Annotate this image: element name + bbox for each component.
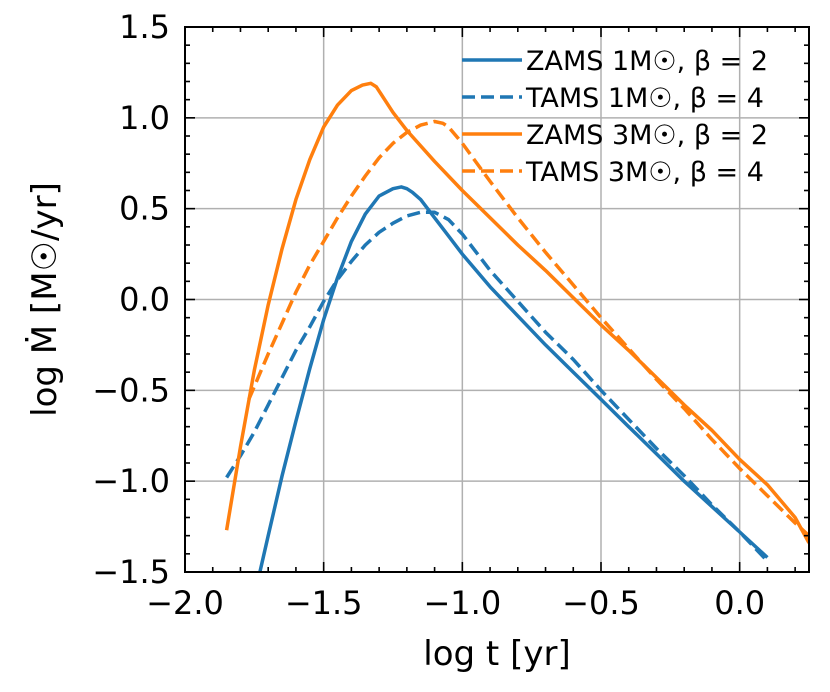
series-line <box>225 210 769 563</box>
x-tick-label: −1.0 <box>423 584 501 622</box>
y-tick-label: 1.5 <box>119 8 170 46</box>
series-lines <box>224 81 809 572</box>
series-line <box>247 119 809 537</box>
x-tick-label: −1.5 <box>285 584 363 622</box>
x-axis-label: log t [yr] <box>423 634 570 674</box>
y-tick-label: 0.0 <box>119 281 170 319</box>
legend: ZAMS 1M☉, β = 2 TAMS 1M☉, β = 4 ZAMS 3M☉, … <box>462 46 768 188</box>
x-tick-label: −2.0 <box>146 584 224 622</box>
plot-frame <box>184 26 810 573</box>
legend-label: TAMS 3M☉, β = 4 <box>525 157 764 188</box>
y-tick-labels: −1.5 −1.0 −0.5 0.0 0.5 1.0 1.5 <box>92 8 170 591</box>
series-line <box>258 185 769 572</box>
x-tick-label: 0.0 <box>714 584 765 622</box>
y-axis-label: log Ṁ [M☉/yr] <box>25 182 65 417</box>
legend-label: TAMS 1M☉, β = 4 <box>525 83 764 114</box>
y-tick-label: −0.5 <box>92 371 170 409</box>
x-tick-labels: −2.0 −1.5 −1.0 −0.5 0.0 <box>146 584 765 622</box>
legend-label: ZAMS 1M☉, β = 2 <box>526 46 768 77</box>
x-tick-label: −0.5 <box>562 584 640 622</box>
legend-label: ZAMS 3M☉, β = 2 <box>526 120 768 151</box>
y-tick-label: −1.5 <box>92 553 170 591</box>
y-tick-label: −1.0 <box>92 462 170 500</box>
y-tick-label: 1.0 <box>119 99 170 137</box>
y-tick-label: 0.5 <box>119 190 170 228</box>
